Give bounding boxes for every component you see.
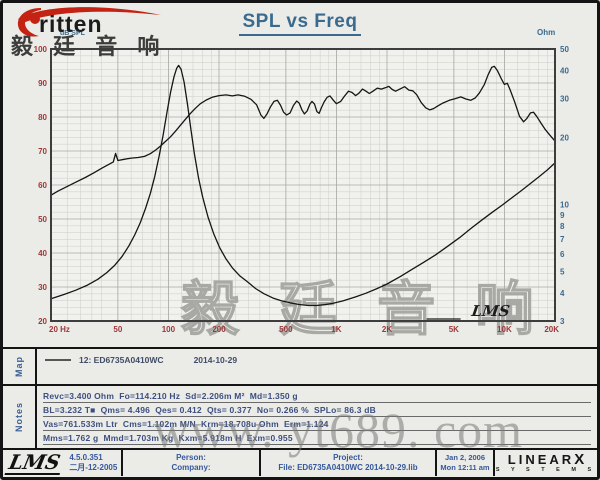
company-label: Company:	[171, 463, 211, 472]
right-axis-tick: 30	[560, 94, 569, 103]
x-axis-tick: 5K	[449, 325, 459, 334]
linearx-systems: S Y S T E M S	[495, 467, 597, 474]
notes-strip-label: Notes	[3, 386, 37, 448]
grid	[50, 48, 556, 322]
x-axis-tick: 10K	[497, 325, 512, 334]
notes-content: Revc=3.400 Ohm Fo=114.210 Hz Sd=2.206m M…	[43, 389, 591, 445]
map-strip-label: Map	[3, 349, 37, 384]
chart-lms-mark: LMS	[426, 302, 511, 320]
left-axis-tick: 20	[38, 317, 47, 326]
lms-version-date: 二月-12-2005	[69, 463, 118, 472]
right-axis-tick: 8	[560, 222, 565, 231]
eritten-logo: ritten	[11, 5, 181, 45]
footer-date: Jan 2, 2006	[444, 453, 486, 463]
lms-logo: LMS	[4, 450, 64, 475]
right-axis-tick: 50	[560, 45, 569, 54]
left-axis-tick: 30	[38, 283, 47, 292]
legend-line-swatch	[45, 359, 71, 361]
logo-swoosh-icon	[17, 7, 161, 37]
x-axis-tick: 20 Hz	[49, 325, 70, 334]
footer-project-cell: Project: File: ED6735A0410WC 2014-10-29.…	[259, 450, 435, 476]
legend-curve-label: 12: ED6735A0410WC	[79, 355, 164, 365]
left-axis-tick: 60	[38, 181, 47, 190]
right-axis-tick: 40	[560, 67, 569, 76]
page-title: SPL vs Freq	[3, 11, 597, 36]
map-strip: Map 12: ED6735A0410WC 2014-10-29	[3, 347, 597, 384]
note-line-ts-2: BL=3.232 T■ Qms= 4.496 Qes= 0.412 Qts= 0…	[43, 403, 591, 417]
notes-strip: Notes Revc=3.400 Ohm Fo=114.210 Hz Sd=2.…	[3, 384, 597, 448]
project-label: Project:	[333, 452, 363, 462]
right-axis-tick: 10	[560, 201, 569, 210]
note-line-ts-4: Mms=1.762 g Mmd=1.703m Kg Kxm=5.918m H E…	[43, 431, 591, 445]
footer-time: Mon 12:11 am	[440, 463, 490, 472]
left-axis-tick: 80	[38, 113, 47, 122]
impedance-curve	[50, 64, 556, 307]
right-axis-tick: 7	[560, 235, 565, 244]
right-axis-tick: 5	[560, 268, 565, 277]
chart-chinese-watermark: 毅 廷 音 响	[181, 277, 545, 342]
legend-entry: 12: ED6735A0410WC 2014-10-29	[45, 355, 237, 365]
x-axis-tick: 2K	[382, 325, 392, 334]
right-axis-tick: 20	[560, 134, 569, 143]
plot-frame	[50, 48, 556, 322]
left-axis-tick: 70	[38, 147, 47, 156]
legend-curve-date: 2014-10-29	[193, 355, 238, 365]
lms-version-block: 4.5.0.351 二月-12-2005	[69, 453, 117, 474]
footer-date-cell: Jan 2, 2006 Mon 12:11 am	[435, 450, 493, 476]
footer: LMS 4.5.0.351 二月-12-2005 Person: Company…	[3, 448, 597, 476]
left-axis-tick: 50	[38, 215, 47, 224]
x-axis-tick: 500	[279, 325, 293, 334]
logo-text: ritten	[39, 11, 103, 37]
x-axis-tick: 1K	[331, 325, 341, 334]
right-axis-tick: 3	[560, 317, 565, 326]
x-axis-tick: 100	[162, 325, 176, 334]
project-file: File: ED6735A0410WC 2014-10-29.lib	[278, 463, 418, 472]
right-axis-tick: 6	[560, 250, 565, 259]
person-label: Person:	[176, 452, 206, 462]
footer-lms-cell: LMS 4.5.0.351 二月-12-2005	[3, 450, 121, 476]
spl-curve	[50, 65, 556, 196]
left-axis-tick: 90	[38, 79, 47, 88]
lms-version: 4.5.0.351	[69, 452, 103, 462]
left-axis-tick: 100	[34, 45, 48, 54]
linearx-logo: LINEARX	[507, 451, 585, 469]
footer-linearx-cell: LINEARX S Y S T E M S	[493, 450, 597, 476]
left-axis-tick: 40	[38, 249, 47, 258]
left-axis-unit: dB SPL	[60, 30, 86, 37]
axis-labels: 100 90 80 70 60 50 40 30 20 50 40 30 20 109 8 7 6 5 4 3 20 H…	[34, 28, 570, 334]
logo-chinese-text: 毅 廷 音 响	[11, 34, 167, 59]
x-axis-tick: 20K	[544, 325, 559, 334]
footer-person-cell: Person: Company:	[121, 450, 259, 476]
x-axis-tick: 50	[113, 325, 122, 334]
right-axis-tick: 4	[560, 289, 565, 298]
note-line-ts-1: Revc=3.400 Ohm Fo=114.210 Hz Sd=2.206m M…	[43, 389, 591, 403]
svg-text:LMS: LMS	[469, 302, 511, 320]
right-axis-tick: 9	[560, 211, 565, 220]
right-axis-unit: Ohm	[537, 28, 555, 37]
x-axis-tick: 200	[212, 325, 226, 334]
note-line-ts-3: Vas=761.533m Ltr Cms=1.102m M/N Krm=18.7…	[43, 417, 591, 431]
linearx-x: X	[574, 451, 585, 469]
